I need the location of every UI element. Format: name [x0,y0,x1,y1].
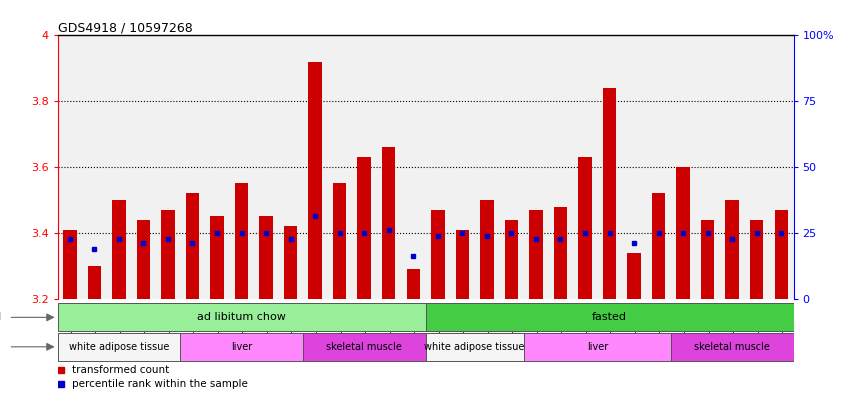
Bar [524,35,548,299]
Text: percentile rank within the sample: percentile rank within the sample [73,379,249,389]
Bar [530,210,542,299]
Bar [622,35,646,299]
Bar [309,62,321,299]
Bar [499,35,524,299]
Bar [113,200,125,299]
Bar [695,35,720,299]
Bar [137,220,150,299]
Bar [548,35,573,299]
Bar [426,35,450,299]
Bar [333,184,346,299]
Bar [58,35,82,299]
Text: liver: liver [586,342,608,352]
Bar [744,35,769,299]
Bar [376,35,401,299]
Text: skeletal muscle: skeletal muscle [695,342,770,352]
Bar [211,217,223,299]
Bar [358,157,371,299]
Text: protocol: protocol [0,312,1,322]
Bar [628,253,640,299]
Bar [162,210,174,299]
Text: white adipose tissue: white adipose tissue [425,342,525,352]
Bar [186,193,199,299]
Bar [82,35,107,299]
Text: liver: liver [231,342,252,352]
Bar [726,200,739,299]
Bar [701,220,714,299]
Bar [303,332,426,361]
Bar [775,210,788,299]
Bar [284,226,297,299]
Bar [382,147,395,299]
Bar [426,332,524,361]
Bar [327,35,352,299]
Bar [646,35,671,299]
Bar [579,157,591,299]
Bar [677,167,689,299]
Bar [554,207,567,299]
Bar [180,35,205,299]
Bar [131,35,156,299]
Bar [352,35,376,299]
Text: skeletal muscle: skeletal muscle [327,342,402,352]
Bar [456,230,469,299]
Bar [573,35,597,299]
Bar [652,193,665,299]
Bar [254,35,278,299]
Bar [426,303,794,331]
Text: GDS4918 / 10597268: GDS4918 / 10597268 [58,21,192,34]
Bar [401,35,426,299]
Bar [58,303,426,331]
Bar [431,210,444,299]
Bar [603,88,616,299]
Bar [407,269,420,299]
Bar [524,332,671,361]
Bar [180,332,303,361]
Bar [156,35,180,299]
Bar [278,35,303,299]
Bar [63,230,76,299]
Bar [450,35,475,299]
Text: tissue: tissue [0,342,1,352]
Bar [475,35,499,299]
Bar [671,35,695,299]
Text: white adipose tissue: white adipose tissue [69,342,169,352]
Bar [505,220,518,299]
Bar [229,35,254,299]
Bar [597,35,622,299]
Bar [303,35,327,299]
Text: ad libitum chow: ad libitum chow [197,312,286,322]
Text: transformed count: transformed count [73,365,170,375]
Bar [750,220,763,299]
Bar [481,200,493,299]
Bar [107,35,131,299]
Bar [205,35,229,299]
Bar [671,332,794,361]
Bar [58,332,180,361]
Text: fasted: fasted [592,312,627,322]
Bar [769,35,794,299]
Bar [720,35,744,299]
Bar [260,217,272,299]
Bar [88,266,101,299]
Bar [235,184,248,299]
